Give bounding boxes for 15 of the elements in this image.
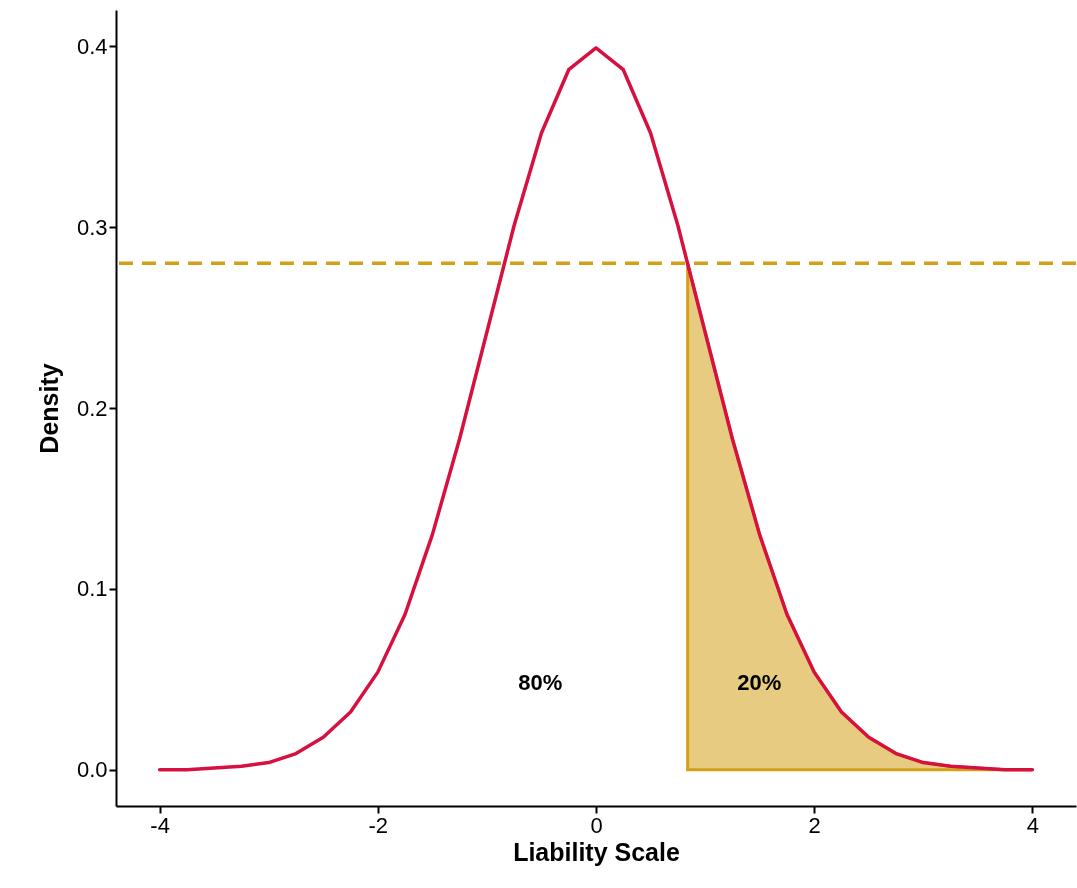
y-tick-label: 0.2 (76, 395, 108, 421)
x-tick-label: 4 (1026, 812, 1039, 838)
x-tick-label: 0 (590, 812, 603, 838)
x-tick-label: -4 (150, 812, 170, 838)
x-tick-label: 2 (808, 812, 821, 838)
annotation: 80% (518, 669, 563, 695)
y-axis-title: Density (34, 363, 63, 454)
y-tick-label: 0.0 (76, 757, 108, 783)
y-tick-label: 0.1 (76, 576, 108, 602)
x-tick-label: -2 (368, 812, 389, 838)
annotation: 20% (737, 669, 782, 695)
y-tick-label: 0.3 (76, 214, 108, 240)
line-series (157, 46, 1035, 772)
y-tick-label: 0.4 (76, 33, 108, 59)
x-axis-title: Liability Scale (513, 837, 680, 866)
